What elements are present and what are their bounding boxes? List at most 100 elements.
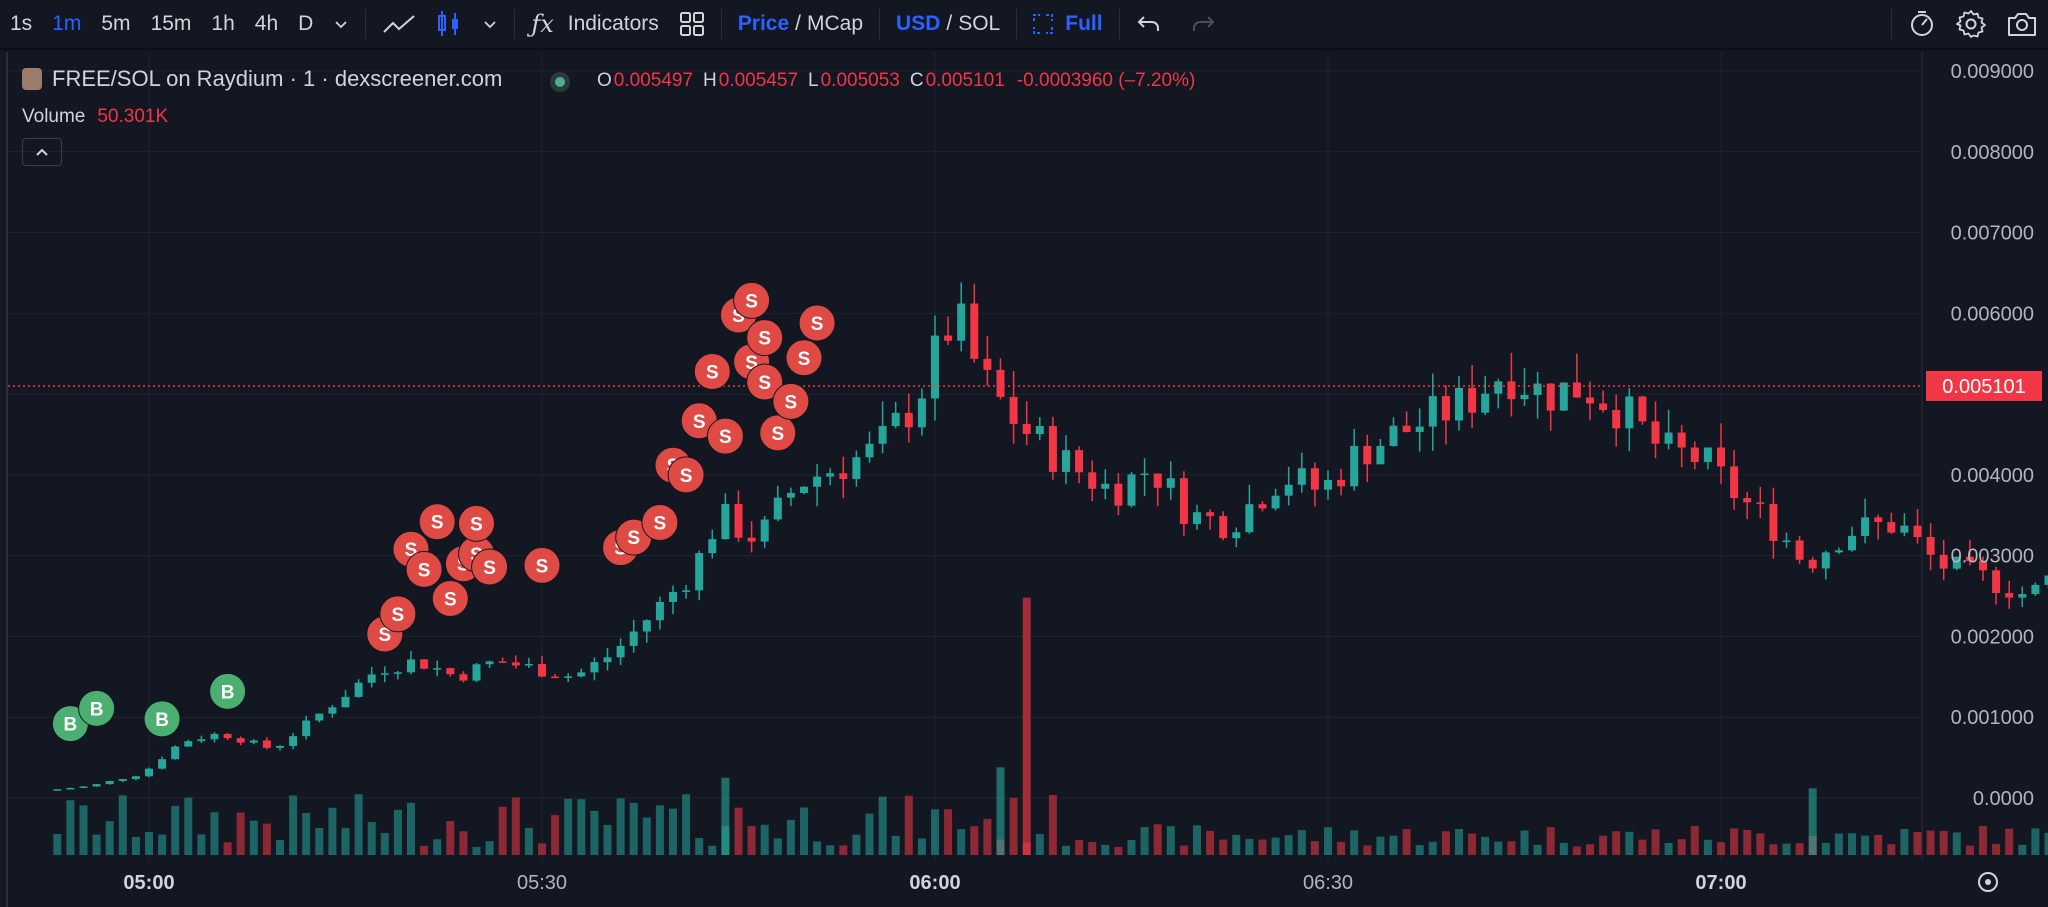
interval-d[interactable]: D <box>298 12 314 35</box>
interval-5m[interactable]: 5m <box>101 12 131 35</box>
buy-marker[interactable]: B <box>209 672 247 710</box>
sell-marker[interactable]: S <box>733 281 771 319</box>
volume-bar <box>1127 840 1136 855</box>
sell-marker[interactable]: S <box>667 456 705 494</box>
sell-marker[interactable]: S <box>785 339 823 377</box>
divider <box>1016 9 1018 39</box>
gear-icon[interactable] <box>1946 0 1996 49</box>
interval-1m[interactable]: 1m <box>52 12 82 35</box>
buy-marker[interactable]: B <box>78 689 116 727</box>
candle-body <box>760 519 769 542</box>
marker-label: S <box>680 466 693 487</box>
sell-marker[interactable]: S <box>706 417 744 455</box>
divider <box>720 9 722 39</box>
volume-label: Volume <box>22 106 86 127</box>
volume-bar <box>393 809 402 855</box>
volume-bar <box>2031 828 2040 855</box>
candle-body <box>1101 483 1110 489</box>
candle-body <box>1415 426 1424 432</box>
candle-body <box>1979 561 1987 571</box>
redo-icon[interactable] <box>1180 0 1226 49</box>
price-axis[interactable]: 0.0090000.0080000.0070000.0060000.005000… <box>1951 61 2034 810</box>
volume-bar <box>1965 845 1974 855</box>
marker-label: S <box>693 412 706 433</box>
sell-marker[interactable]: S <box>798 304 836 342</box>
chevron-down-icon[interactable] <box>472 0 508 49</box>
volume-bar <box>669 808 677 855</box>
candle-body <box>1468 387 1477 413</box>
candle-body <box>1363 445 1372 465</box>
timer-icon[interactable] <box>1898 0 1946 49</box>
marker-label: S <box>536 556 549 577</box>
status-dot[interactable] <box>550 72 570 92</box>
line-chart-icon[interactable] <box>372 0 426 49</box>
collapse-legend-button[interactable] <box>22 138 62 166</box>
interval-1h[interactable]: 1h <box>211 12 235 35</box>
volume-bar <box>289 795 298 855</box>
marker-label: S <box>627 528 640 549</box>
indicators-label: Indicators <box>567 12 659 35</box>
camera-icon[interactable] <box>1996 0 2048 49</box>
mcap-option[interactable]: MCap <box>807 12 864 35</box>
volume-bar <box>629 802 638 855</box>
candle-body <box>917 398 926 428</box>
candle-body <box>1140 473 1149 476</box>
volume-bar <box>1848 833 1856 855</box>
candle-body <box>1926 537 1935 555</box>
volume-bar <box>145 832 153 855</box>
volume-bar <box>66 800 75 855</box>
volume-bar <box>1428 841 1437 855</box>
interval-1s[interactable]: 1s <box>10 12 33 35</box>
chevron-down-icon[interactable] <box>323 0 359 49</box>
buy-marker[interactable]: B <box>143 700 181 738</box>
price-option[interactable]: Price <box>737 12 790 35</box>
volume-bar <box>1992 843 2001 855</box>
sell-marker[interactable]: S <box>746 319 784 357</box>
undo-icon[interactable] <box>1126 0 1172 49</box>
candle-body <box>118 779 127 781</box>
sell-marker[interactable]: S <box>746 363 784 401</box>
sell-marker[interactable]: S <box>458 504 495 542</box>
currency-toggle[interactable]: USD / SOL <box>886 0 1010 49</box>
volume-bar <box>407 802 415 855</box>
volume-bar <box>1206 830 1215 855</box>
interval-15m[interactable]: 15m <box>150 12 192 35</box>
sell-marker[interactable]: S <box>759 414 797 452</box>
usd-option[interactable]: USD <box>896 12 941 35</box>
sell-marker[interactable]: S <box>405 550 443 588</box>
volume-bar <box>341 827 350 855</box>
volume-legend: Volume 50.301K <box>22 106 168 128</box>
volume-bar <box>1035 834 1044 855</box>
volume-bar <box>1219 839 1228 855</box>
sell-marker[interactable]: S <box>523 546 561 584</box>
sol-option[interactable]: SOL <box>958 12 1001 35</box>
marker-label: S <box>811 314 824 335</box>
marker-label: S <box>431 513 444 534</box>
candle-body <box>1153 473 1162 488</box>
candle-body <box>1612 409 1621 429</box>
indicators-button[interactable]: ƒx Indicators <box>521 0 668 49</box>
time-axis-settings-icon[interactable] <box>1978 872 1998 892</box>
price-chart[interactable]: BBBBSSSSSSSSSSSSSSSSSSSSSSSSSSSS 0.00900… <box>0 52 2048 907</box>
sell-marker[interactable]: S <box>379 595 417 633</box>
volume-bar <box>1350 830 1359 855</box>
sell-marker[interactable]: S <box>471 548 509 586</box>
candles-icon[interactable] <box>426 0 472 49</box>
sell-marker[interactable]: S <box>431 579 469 617</box>
grid-icon[interactable] <box>669 0 715 49</box>
volume-bar <box>118 795 127 855</box>
trade-markers: BBBBSSSSSSSSSSSSSSSSSSSSSSSSSSSS <box>51 281 836 743</box>
sell-marker[interactable]: S <box>693 352 731 390</box>
candle-body <box>393 672 402 674</box>
volume-bar <box>1546 827 1555 855</box>
sell-marker[interactable]: S <box>418 503 456 541</box>
price-mcap-toggle[interactable]: Price / MCap <box>728 0 873 49</box>
candle-body <box>1586 397 1594 404</box>
time-axis[interactable]: 05:0005:3006:0006:3007:0007:3008:0008:30… <box>123 872 2048 894</box>
candle-body <box>708 539 717 554</box>
full-button[interactable]: Full <box>1023 0 1112 49</box>
sell-marker[interactable]: S <box>772 382 810 420</box>
interval-4h[interactable]: 4h <box>254 12 279 35</box>
sell-marker[interactable]: S <box>641 504 679 542</box>
volume-bar <box>485 841 494 855</box>
